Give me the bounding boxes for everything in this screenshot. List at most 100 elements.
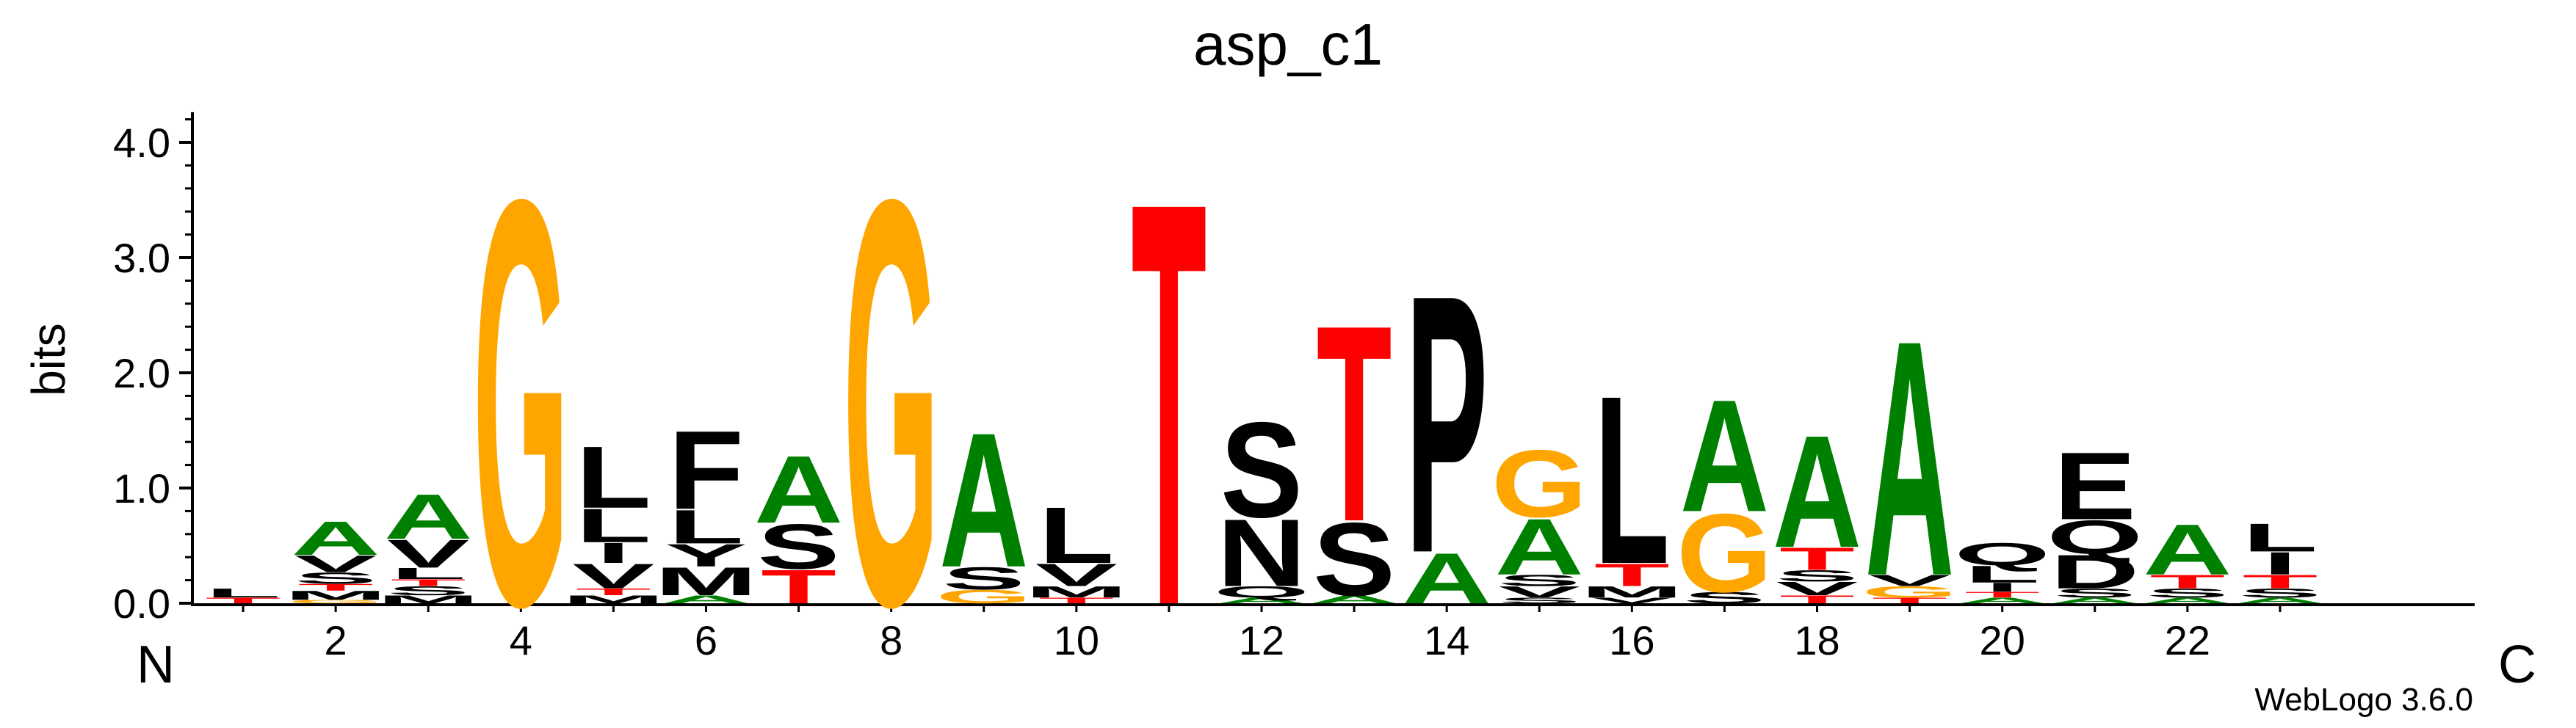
logo-letter-I: I <box>1985 580 2019 594</box>
logo-letter-E: E <box>2054 432 2136 539</box>
logo-letter-S: S <box>2054 586 2136 600</box>
logo-letter-T: T <box>1964 590 2040 599</box>
logo-letter-V: V <box>1776 578 1858 600</box>
logo-letter-F: F <box>668 408 744 533</box>
logo-letter-M: M <box>284 589 387 603</box>
x-tick-label: 4 <box>510 617 532 663</box>
logo-letter-T: T <box>2150 571 2226 592</box>
logo-letter-A: A <box>1495 503 1584 592</box>
logo-letter-M: M <box>654 559 757 604</box>
n-terminus-label: N <box>137 636 175 694</box>
logo-letter-G: G <box>473 79 569 726</box>
y-tick-label: 3.0 <box>113 235 170 281</box>
logo-letter-G: G <box>288 599 384 604</box>
logo-letter-A: A <box>384 481 473 553</box>
logo-letter-A: A <box>1217 596 1306 605</box>
x-tick-label: 2 <box>325 617 347 663</box>
logo-letter-S: S <box>757 512 839 583</box>
logo-letter-T: T <box>1779 593 1855 605</box>
logo-letter-M: M <box>1580 583 1683 601</box>
logo-letter-I: I <box>2263 546 2298 582</box>
logo-letter-G: G <box>1676 491 1773 616</box>
logo-letter-V: V <box>1869 572 1951 589</box>
x-tick-label: 12 <box>1239 617 1284 663</box>
logo-letter-Q: Q <box>2047 511 2143 564</box>
y-tick-label: 4.0 <box>113 120 170 166</box>
logo-letter-S: S <box>1498 596 1580 605</box>
logo-letter-T: T <box>1594 557 1670 593</box>
logo-letter-Q: Q <box>1214 583 1310 601</box>
logo-letter-V: V <box>387 531 469 576</box>
logo-letter-V: V <box>294 550 377 578</box>
logo-letter-A: A <box>291 512 380 566</box>
x-tick-label: 18 <box>1794 617 1839 663</box>
logo-letter-V: V <box>1035 557 1118 593</box>
logo-letter-D: D <box>2050 545 2139 599</box>
logo-letter-L: L <box>1964 561 2040 588</box>
logo-letter-L: L <box>206 586 281 600</box>
logo-letter-S: S <box>2239 586 2321 600</box>
logo-letter-A: A <box>1402 539 1491 619</box>
logo-letter-A: A <box>2143 596 2232 605</box>
y-axis-label: bits <box>22 323 75 396</box>
logo-letter-G: G <box>1862 583 1958 601</box>
logo-letter-L: L <box>576 499 651 553</box>
logo-letter-L: L <box>668 500 744 554</box>
x-tick-label: 10 <box>1054 617 1099 663</box>
logo-letter-T: T <box>2243 571 2318 592</box>
logo-letter-Y: Y <box>665 538 747 574</box>
logo-letter-T: T <box>1872 596 1947 605</box>
y-tick-label: 0.0 <box>113 580 170 627</box>
logo-letter-A: A <box>2050 596 2139 605</box>
logo-letter-T: T <box>761 561 836 614</box>
y-tick-label: 2.0 <box>113 350 170 396</box>
logo-letter-S: S <box>1313 500 1395 617</box>
logo-letter-L: L <box>1038 491 1114 580</box>
logo-letter-L: L <box>576 428 651 526</box>
logo-letter-S: S <box>387 583 469 597</box>
logo-letter-S: S <box>1683 589 1765 606</box>
logo-letter-M: M <box>1025 583 1128 601</box>
c-terminus-label: C <box>2498 636 2536 694</box>
logo-letter-L: L <box>2243 515 2318 560</box>
logo-letter-I: I <box>596 536 631 569</box>
logo-letter-A: A <box>1309 593 1398 605</box>
x-tick-label: 6 <box>695 617 717 663</box>
logo-letter-V: V <box>1498 583 1580 601</box>
logo-letter-M: M <box>377 593 480 605</box>
x-tick-label: 8 <box>880 617 902 663</box>
logo-letter-T: T <box>1317 268 1392 580</box>
y-tick-label: 1.0 <box>113 465 170 512</box>
logo-letter-A: A <box>1865 272 1954 647</box>
logo-letter-A: A <box>2143 509 2232 590</box>
x-tick-label: 14 <box>1424 617 1469 663</box>
logo-letter-S: S <box>1498 572 1580 589</box>
logo-letter-A: A <box>2235 596 2324 605</box>
logo-letter-P: P <box>1405 219 1488 630</box>
x-axis: 2 4 6 8 10 12 14 16 18 20 22 <box>191 603 2475 663</box>
logo-letter-T: T <box>206 596 281 605</box>
logo-letter-G: G <box>1491 430 1588 537</box>
logo-letter-A: A <box>1773 403 1862 581</box>
logo-letter-T: T <box>298 582 374 593</box>
logo-letter-S: S <box>294 569 377 587</box>
chart-title: asp_c1 <box>1193 12 1383 77</box>
logo-letter-S: S <box>1776 567 1858 585</box>
logo-letter-S: S <box>1220 395 1303 546</box>
logo-letter-G: G <box>843 79 939 726</box>
x-tick-label: 16 <box>1609 617 1654 663</box>
x-tick-label: 20 <box>1980 617 2025 663</box>
logo-letter-G: G <box>936 586 1032 608</box>
logo-letter-T: T <box>391 578 466 589</box>
logo-letter-V: V <box>1591 596 1673 605</box>
logo-letter-A: A <box>754 436 843 543</box>
weblogo-credit: WebLogo 3.6.0 <box>2254 682 2473 718</box>
logo-letter-T: T <box>576 586 651 597</box>
y-axis: 0.0 1.0 2.0 3.0 4.0 <box>113 112 194 627</box>
logo-letter-A: A <box>1958 596 2047 605</box>
x-tick-label: 22 <box>2165 617 2210 663</box>
logo-letter-T: T <box>1132 83 1207 727</box>
logo-letter-Q: Q <box>1954 536 2050 572</box>
